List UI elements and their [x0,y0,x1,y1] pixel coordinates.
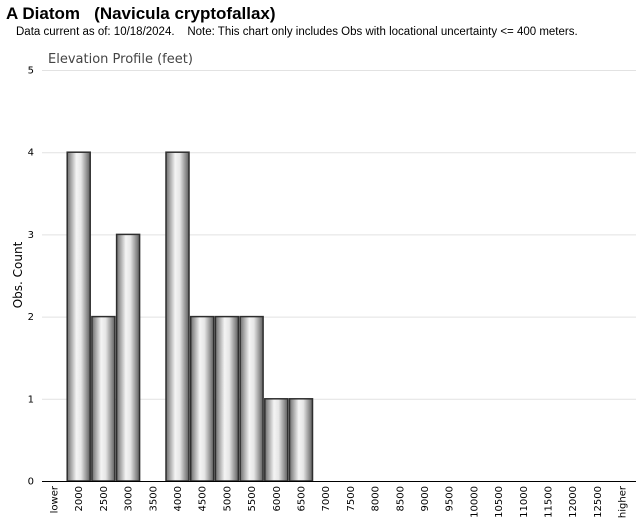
chart-title: Elevation Profile (feet) [48,52,193,67]
y-tick-labels: 0 1 2 3 4 5 [28,66,34,488]
data-note: Data current as of: 10/18/2024. Note: Th… [16,26,578,38]
grid-lines [42,70,636,400]
x-tick-label-6500: 6500 [297,486,308,511]
x-tick-label-9500: 9500 [445,486,456,511]
x-tick-label-12500: 12500 [593,486,604,518]
y-tick-label-5: 5 [28,66,34,77]
x-tick-label-10000: 10000 [469,486,480,518]
bar-4000 [165,151,190,482]
x-tick-label-2500: 2500 [99,486,110,511]
x-tick-label-11000: 11000 [519,486,530,518]
x-tick-label-8000: 8000 [371,486,382,511]
x-tick-label-6000: 6000 [272,486,283,511]
bar-2500 [91,315,116,482]
y-axis-label: Obs. Count [11,241,25,308]
x-tick-label-11500: 11500 [544,486,555,518]
y-tick-label-0: 0 [28,477,34,488]
bar-6500 [288,398,314,482]
y-tick-label-3: 3 [28,230,34,241]
x-tick-labels: lower 2000 2500 3000 3500 4000 4500 5000 5500 600… [50,485,629,518]
x-tick-label-7000: 7000 [321,486,332,511]
bar-5500 [239,315,264,482]
y-tick-label-2: 2 [28,312,34,323]
x-tick-label-5000: 5000 [222,486,233,511]
x-tick-label-7500: 7500 [346,486,357,511]
x-tick-label-10500: 10500 [494,486,505,518]
x-tick-label-3500: 3500 [148,486,159,511]
x-tick-label-4500: 4500 [198,486,209,511]
x-tick-label-8500: 8500 [395,486,406,511]
x-tick-label-9000: 9000 [420,486,431,511]
bars [66,151,314,482]
x-tick-label-3000: 3000 [124,486,135,511]
x-tick-label-2000: 2000 [74,486,85,511]
y-tick-label-1: 1 [28,394,34,405]
x-tick-label-higher: higher [618,485,629,518]
x-tick-label-4000: 4000 [173,486,184,511]
x-tick-label-5500: 5500 [247,486,258,511]
bar-4500 [189,315,215,482]
bar-3000 [115,233,141,482]
bar-5000 [214,315,240,482]
bar-2000 [66,151,91,482]
y-tick-label-4: 4 [28,148,34,159]
x-tick-label-lower: lower [50,485,61,513]
bar-6000 [264,398,289,482]
x-tick-label-12000: 12000 [568,486,579,518]
page-title: A Diatom (Navicula cryptofallax) [6,4,276,23]
